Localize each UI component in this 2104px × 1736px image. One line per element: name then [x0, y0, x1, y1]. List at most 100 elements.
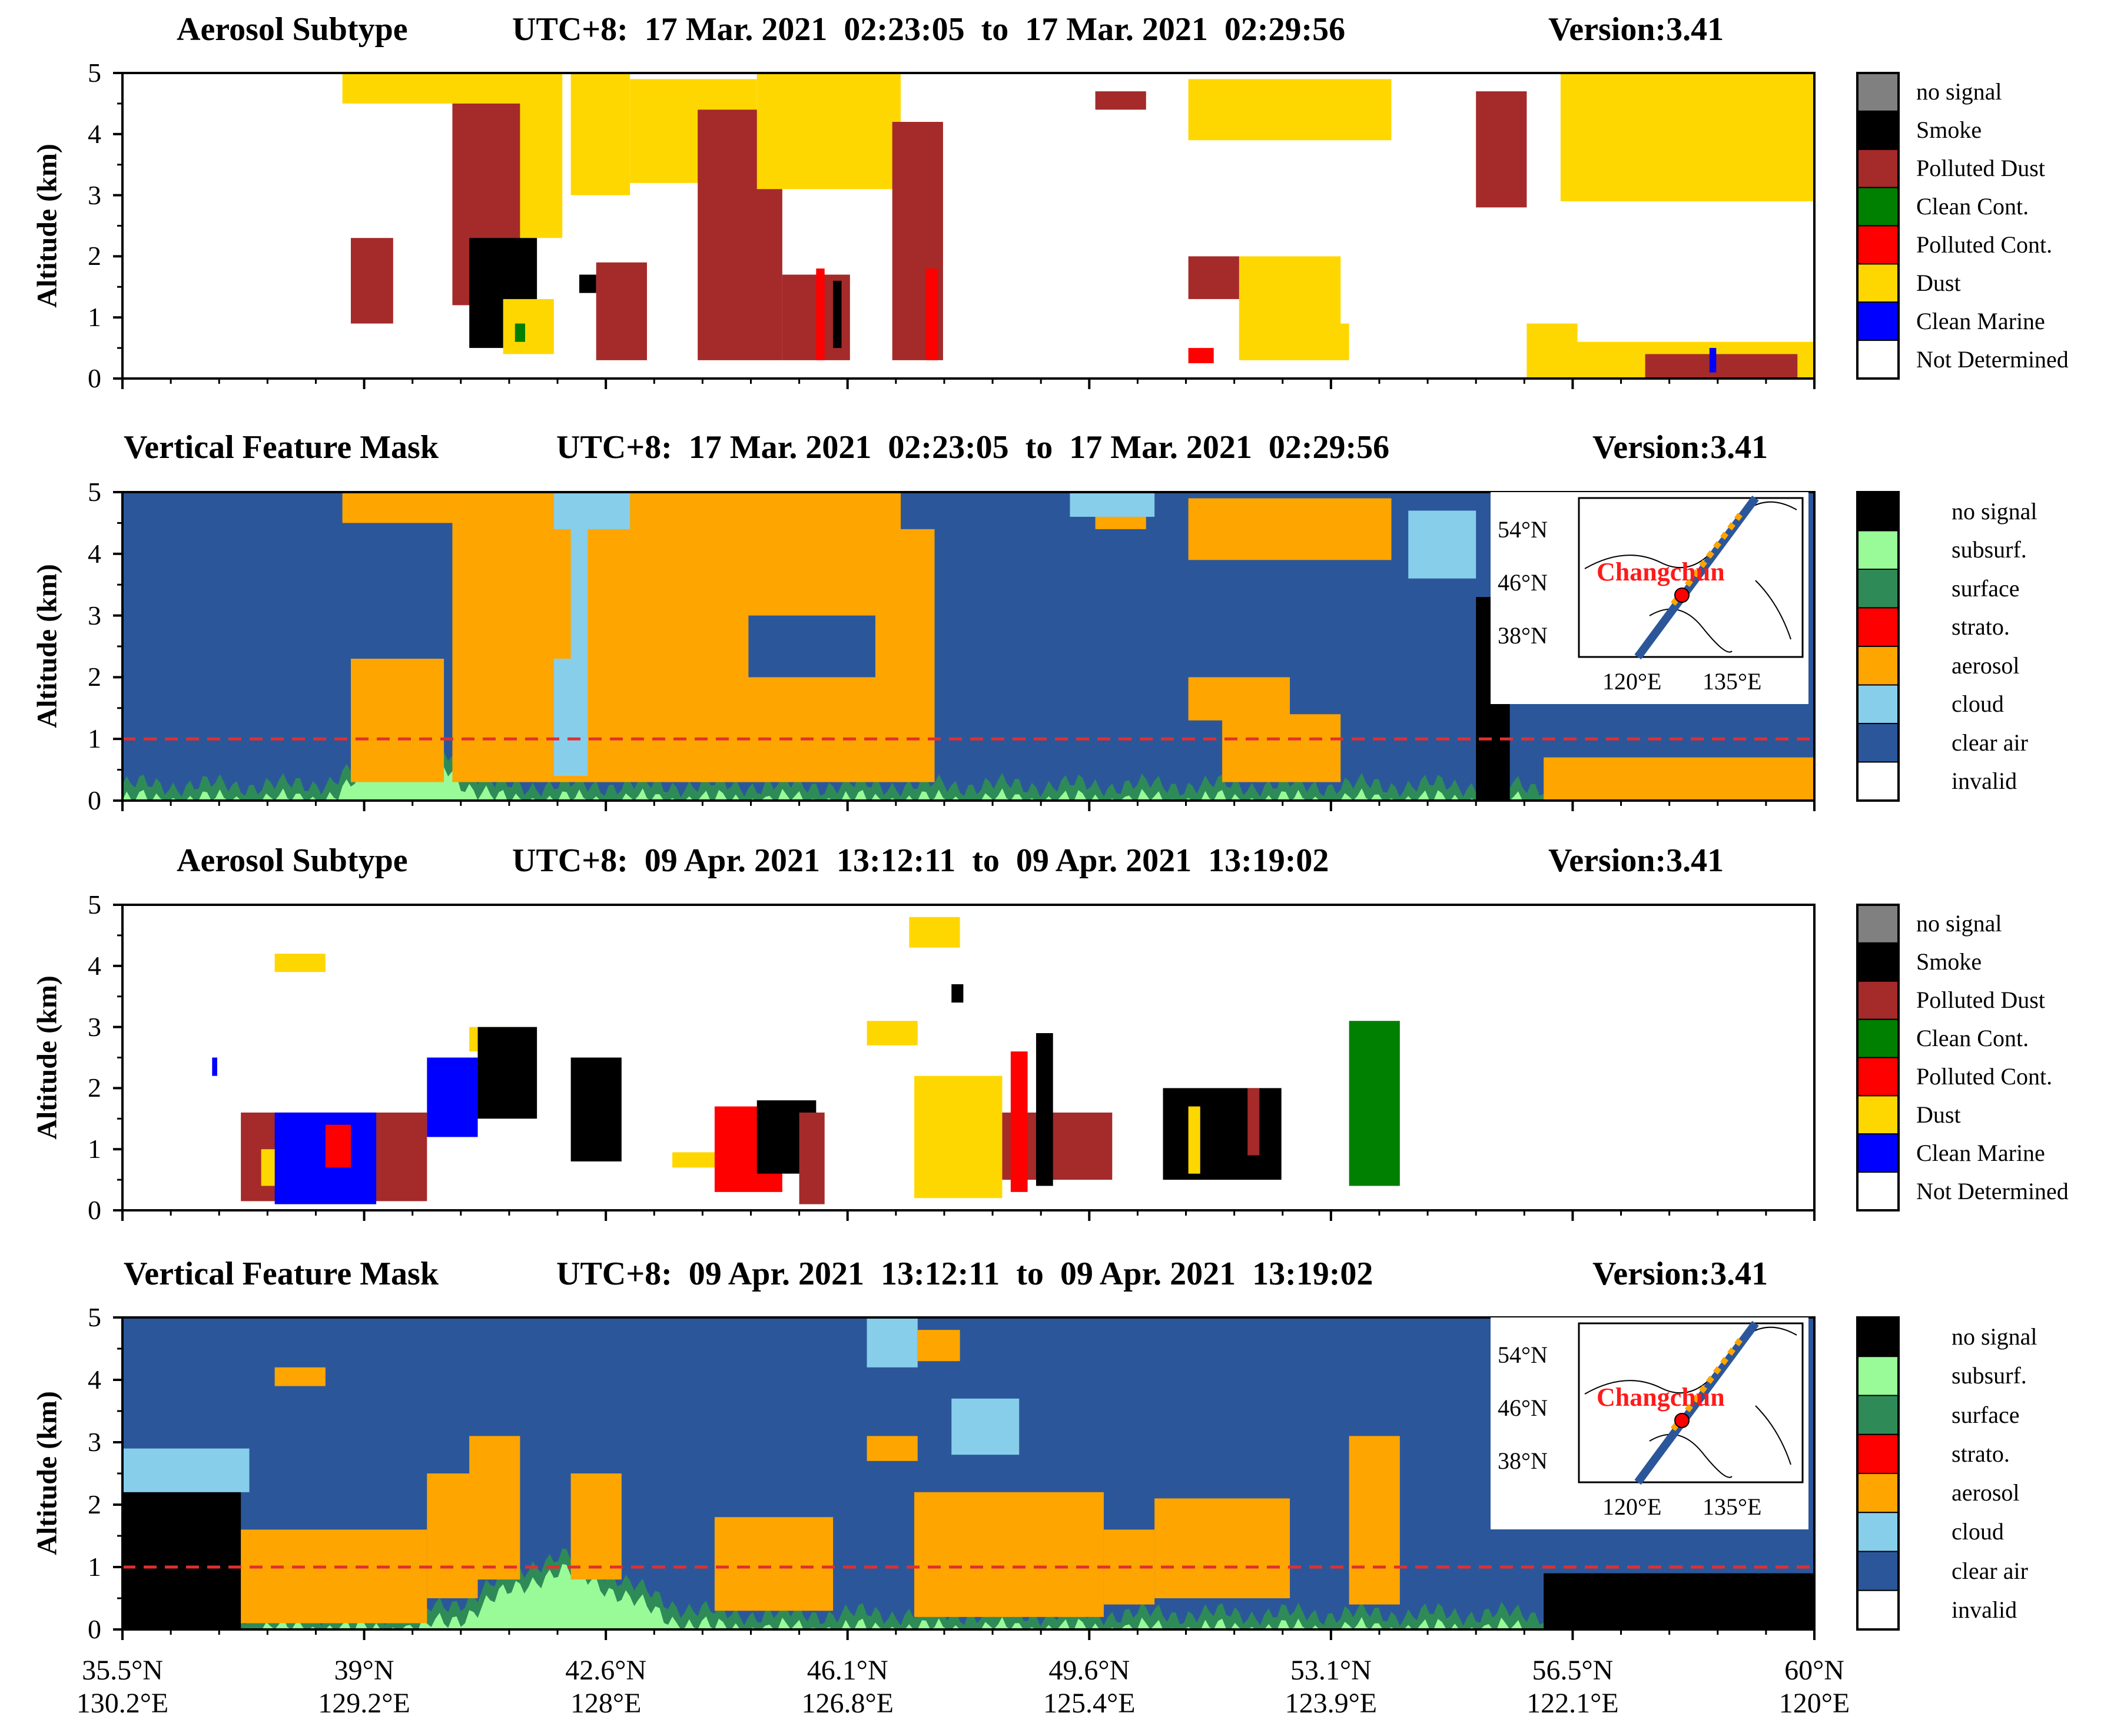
y-tick-label: 3 [88, 1427, 101, 1457]
inset-lat-label: 54°N [1498, 1342, 1548, 1368]
legend-swatch [1857, 1133, 1899, 1173]
legend-frame [1856, 904, 1900, 1211]
region-dust-17 [914, 1076, 1003, 1199]
region-polluted-cont--17 [926, 268, 938, 360]
panel-time-range: UTC+8: 09 Apr. 2021 13:12:11 to 09 Apr. … [556, 1256, 1373, 1292]
y-tick-label: 2 [88, 662, 101, 692]
legend [1856, 72, 1900, 380]
inset-lon-label: 120°E [1602, 668, 1662, 695]
panel-3 [113, 904, 1816, 1221]
panel-time-range: UTC+8: 17 Mar. 2021 02:23:05 to 17 Mar. … [512, 11, 1346, 48]
panel-title: Vertical Feature Mask [124, 429, 439, 466]
legend-swatch [1857, 569, 1899, 609]
legend-label: aerosol [1952, 652, 2020, 679]
legend-frame [1856, 491, 1900, 802]
region-dust-15 [909, 917, 960, 948]
x-tick-lon: 126.8°E [801, 1688, 894, 1719]
legend-label: clear air [1952, 729, 2028, 756]
region-polluted-dust-23 [1247, 1088, 1260, 1156]
region-polluted-dust-2 [350, 238, 393, 324]
panel-version: Version:3.41 [1592, 429, 1768, 466]
region-cloud-12 [951, 1398, 1020, 1455]
inset-lat-label: 54°N [1498, 516, 1548, 543]
legend-label: Polluted Cont. [1916, 1063, 2053, 1090]
legend-frame [1856, 1316, 1900, 1631]
region-smoke-20 [1036, 1033, 1053, 1186]
region-smoke-14 [833, 280, 842, 348]
region-cloud-1 [122, 1448, 250, 1492]
inset-coastline [1584, 501, 1797, 653]
region-no-signal-0 [122, 1486, 241, 1629]
legend-label: surface [1952, 575, 2020, 602]
inset-lat-label: 46°N [1498, 1395, 1548, 1421]
region-smoke-8 [477, 1027, 537, 1119]
y-tick-label: 5 [88, 889, 101, 920]
region-clean-cont--6 [515, 323, 526, 342]
x-tick-label: 56.5°N 122.1°E [1502, 1654, 1643, 1720]
region-clear-air-9 [748, 615, 875, 678]
panel-time-range: UTC+8: 09 Apr. 2021 13:12:11 to 09 Apr. … [512, 842, 1329, 879]
inset-city-marker [1674, 587, 1690, 603]
inset-map [1491, 492, 1808, 704]
region-cloud-4 [570, 492, 588, 659]
region-smoke-9 [579, 274, 596, 293]
y-tick-label: 4 [88, 538, 101, 569]
y-tick-label: 5 [88, 477, 101, 507]
y-tick-label: 2 [88, 1489, 101, 1519]
region-dust-15 [756, 73, 901, 190]
panel-version: Version:3.41 [1592, 1256, 1768, 1292]
legend-swatch [1857, 1395, 1899, 1435]
y-tick-label: 5 [88, 58, 101, 88]
y-axis-label: Altitude (km) [31, 143, 63, 308]
region-aerosol-15 [1349, 1436, 1400, 1605]
x-tick-lon: 123.9°E [1285, 1688, 1378, 1719]
legend-swatch [1857, 340, 1899, 379]
legend-swatch [1857, 110, 1899, 150]
legend-label: Polluted Cont. [1916, 231, 2053, 258]
legend-label: invalid [1952, 1596, 2017, 1623]
panel-4 [113, 1316, 1816, 1640]
legend-label: Smoke [1916, 948, 1982, 975]
inset-aerosol-track [1671, 1333, 1746, 1431]
x-tick-lat: 46.1°N [807, 1655, 888, 1686]
y-tick-label: 2 [88, 1073, 101, 1103]
x-tick-lon: 129.2°E [318, 1688, 410, 1719]
region-cloud-2 [553, 492, 630, 529]
x-tick-lon: 128°E [570, 1688, 642, 1719]
legend-swatch [1857, 187, 1899, 227]
y-tick-label: 4 [88, 1365, 101, 1395]
legend-label: Not Determined [1916, 346, 2069, 373]
region-aerosol-17 [1544, 757, 1814, 801]
region-dust-23 [1239, 323, 1349, 360]
panel-1 [113, 72, 1816, 389]
x-tick-lat: 60°N [1784, 1655, 1844, 1686]
region-polluted-cont--22 [1188, 348, 1214, 364]
region-clean-marine-6 [427, 1057, 478, 1137]
legend-swatch [1857, 607, 1899, 647]
region-smoke-16 [951, 984, 964, 1003]
legend-label: subsurf. [1952, 536, 2027, 563]
x-tick-lon: 125.4°E [1043, 1688, 1136, 1719]
legend-swatch [1857, 1512, 1899, 1552]
x-tick-label: 53.1°N 123.9°E [1260, 1654, 1402, 1720]
region-cloud-3 [553, 658, 588, 776]
legend-label: cloud [1952, 1518, 2004, 1545]
legend-swatch [1857, 1018, 1899, 1058]
legend-swatch [1857, 1095, 1899, 1135]
inset-map-frame [1578, 1322, 1804, 1483]
legend-label: Clean Marine [1916, 1139, 2045, 1166]
region-aerosol-5 [469, 1436, 520, 1580]
region-polluted-cont--19 [1010, 1051, 1028, 1192]
region-polluted-dust-13 [799, 1112, 825, 1204]
region-aerosol-6 [570, 1473, 622, 1580]
region-dust-5 [261, 1149, 275, 1186]
legend-swatch [1857, 1317, 1899, 1357]
legend-swatch [1857, 148, 1899, 188]
legend-swatch [1857, 1356, 1899, 1396]
region-aerosol-14 [1154, 1498, 1290, 1598]
x-tick-lon: 120°E [1778, 1688, 1850, 1719]
x-tick-lon: 122.1°E [1526, 1688, 1619, 1719]
y-tick-label: 3 [88, 600, 101, 630]
legend-label: Dust [1916, 269, 1961, 296]
inset-lat-label: 38°N [1498, 1448, 1548, 1474]
